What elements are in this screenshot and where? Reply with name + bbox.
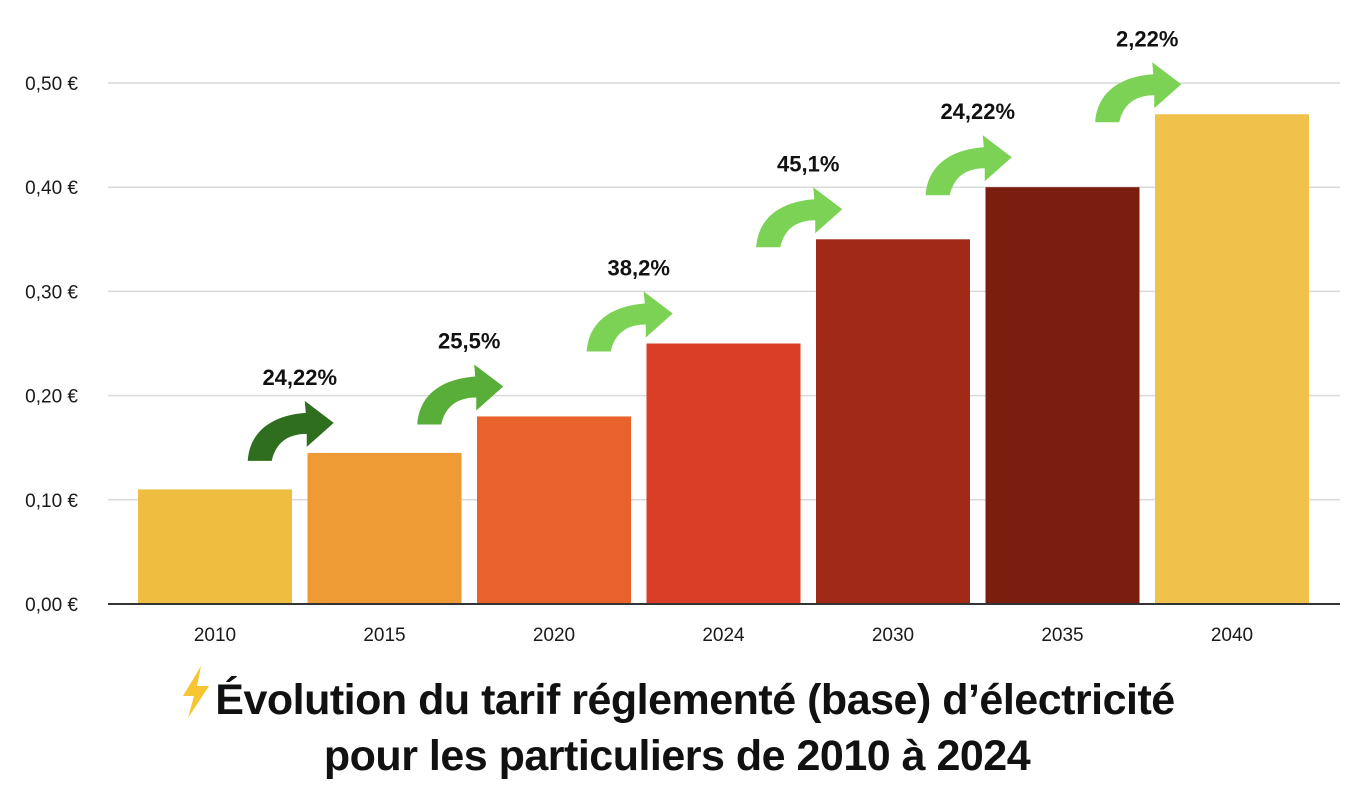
x-tick-label: 2024 bbox=[702, 625, 745, 646]
bar-2020 bbox=[477, 416, 631, 604]
x-tick-label: 2035 bbox=[1041, 625, 1083, 646]
curved-arrow-icon bbox=[247, 400, 334, 461]
bar-2024 bbox=[646, 343, 801, 604]
growth-label: 25,5% bbox=[438, 328, 500, 353]
bar-2015 bbox=[307, 452, 462, 604]
x-tick-label: 2020 bbox=[533, 625, 575, 646]
curved-arrow-shape bbox=[247, 400, 334, 461]
curved-arrow-icon bbox=[586, 291, 673, 352]
bars bbox=[138, 114, 1309, 605]
curved-arrow-shape bbox=[1095, 62, 1182, 123]
curved-arrow-icon bbox=[925, 135, 1012, 196]
chart-title-text-1: Évolution du tarif réglementé (base) d’é… bbox=[215, 676, 1175, 724]
chart-title: Évolution du tarif réglementé (base) d’é… bbox=[0, 664, 1354, 784]
bar-chart: 0,00 € 0,10 € 0,20 € 0,30 € 0,40 € 0,50 € 2010… bbox=[25, 26, 1340, 646]
curved-arrow-shape bbox=[756, 187, 843, 248]
y-tick-label: 0,40 € bbox=[25, 178, 78, 199]
growth-label: 38,2% bbox=[608, 256, 670, 281]
chart-title-line-1: Évolution du tarif réglementé (base) d’é… bbox=[0, 664, 1354, 728]
curved-arrow-shape bbox=[925, 135, 1012, 196]
chart-title-line-2: pour les particuliers de 2010 à 2024 bbox=[323, 732, 1031, 780]
axes: 0,00 € 0,10 € 0,20 € 0,30 € 0,40 € 0,50 € 2010… bbox=[25, 74, 1340, 646]
x-tick-label: 2040 bbox=[1211, 625, 1253, 646]
lightning-bolt-icon bbox=[183, 666, 210, 718]
x-tick-label: 2010 bbox=[194, 625, 236, 646]
curved-arrow-icon bbox=[756, 187, 843, 248]
growth-label: 24,22% bbox=[262, 365, 337, 390]
y-tick-label: 0,00 € bbox=[25, 595, 78, 616]
x-tick-label: 2015 bbox=[363, 625, 405, 646]
bar-2030 bbox=[816, 239, 970, 605]
growth-label: 2,22% bbox=[1116, 26, 1178, 51]
curved-arrow-shape bbox=[417, 364, 504, 425]
y-tick-label: 0,20 € bbox=[25, 387, 78, 408]
growth-label: 45,1% bbox=[777, 151, 839, 176]
y-tick-label: 0,30 € bbox=[25, 282, 78, 303]
growth-label: 24,22% bbox=[940, 99, 1015, 124]
curved-arrow-shape bbox=[586, 291, 673, 352]
curved-arrow-icon bbox=[417, 364, 504, 425]
y-tick-label: 0,10 € bbox=[25, 491, 78, 512]
bar-2040 bbox=[1155, 114, 1309, 604]
bar-2010 bbox=[138, 489, 292, 604]
x-tick-label: 2030 bbox=[872, 625, 914, 646]
annotations: 24,22% 25,5% 38,2% 45,1% 24,22% 2,22% bbox=[247, 26, 1182, 461]
y-tick-label: 0,50 € bbox=[25, 74, 78, 95]
curved-arrow-icon bbox=[1095, 62, 1182, 123]
bar-2035 bbox=[985, 187, 1140, 604]
